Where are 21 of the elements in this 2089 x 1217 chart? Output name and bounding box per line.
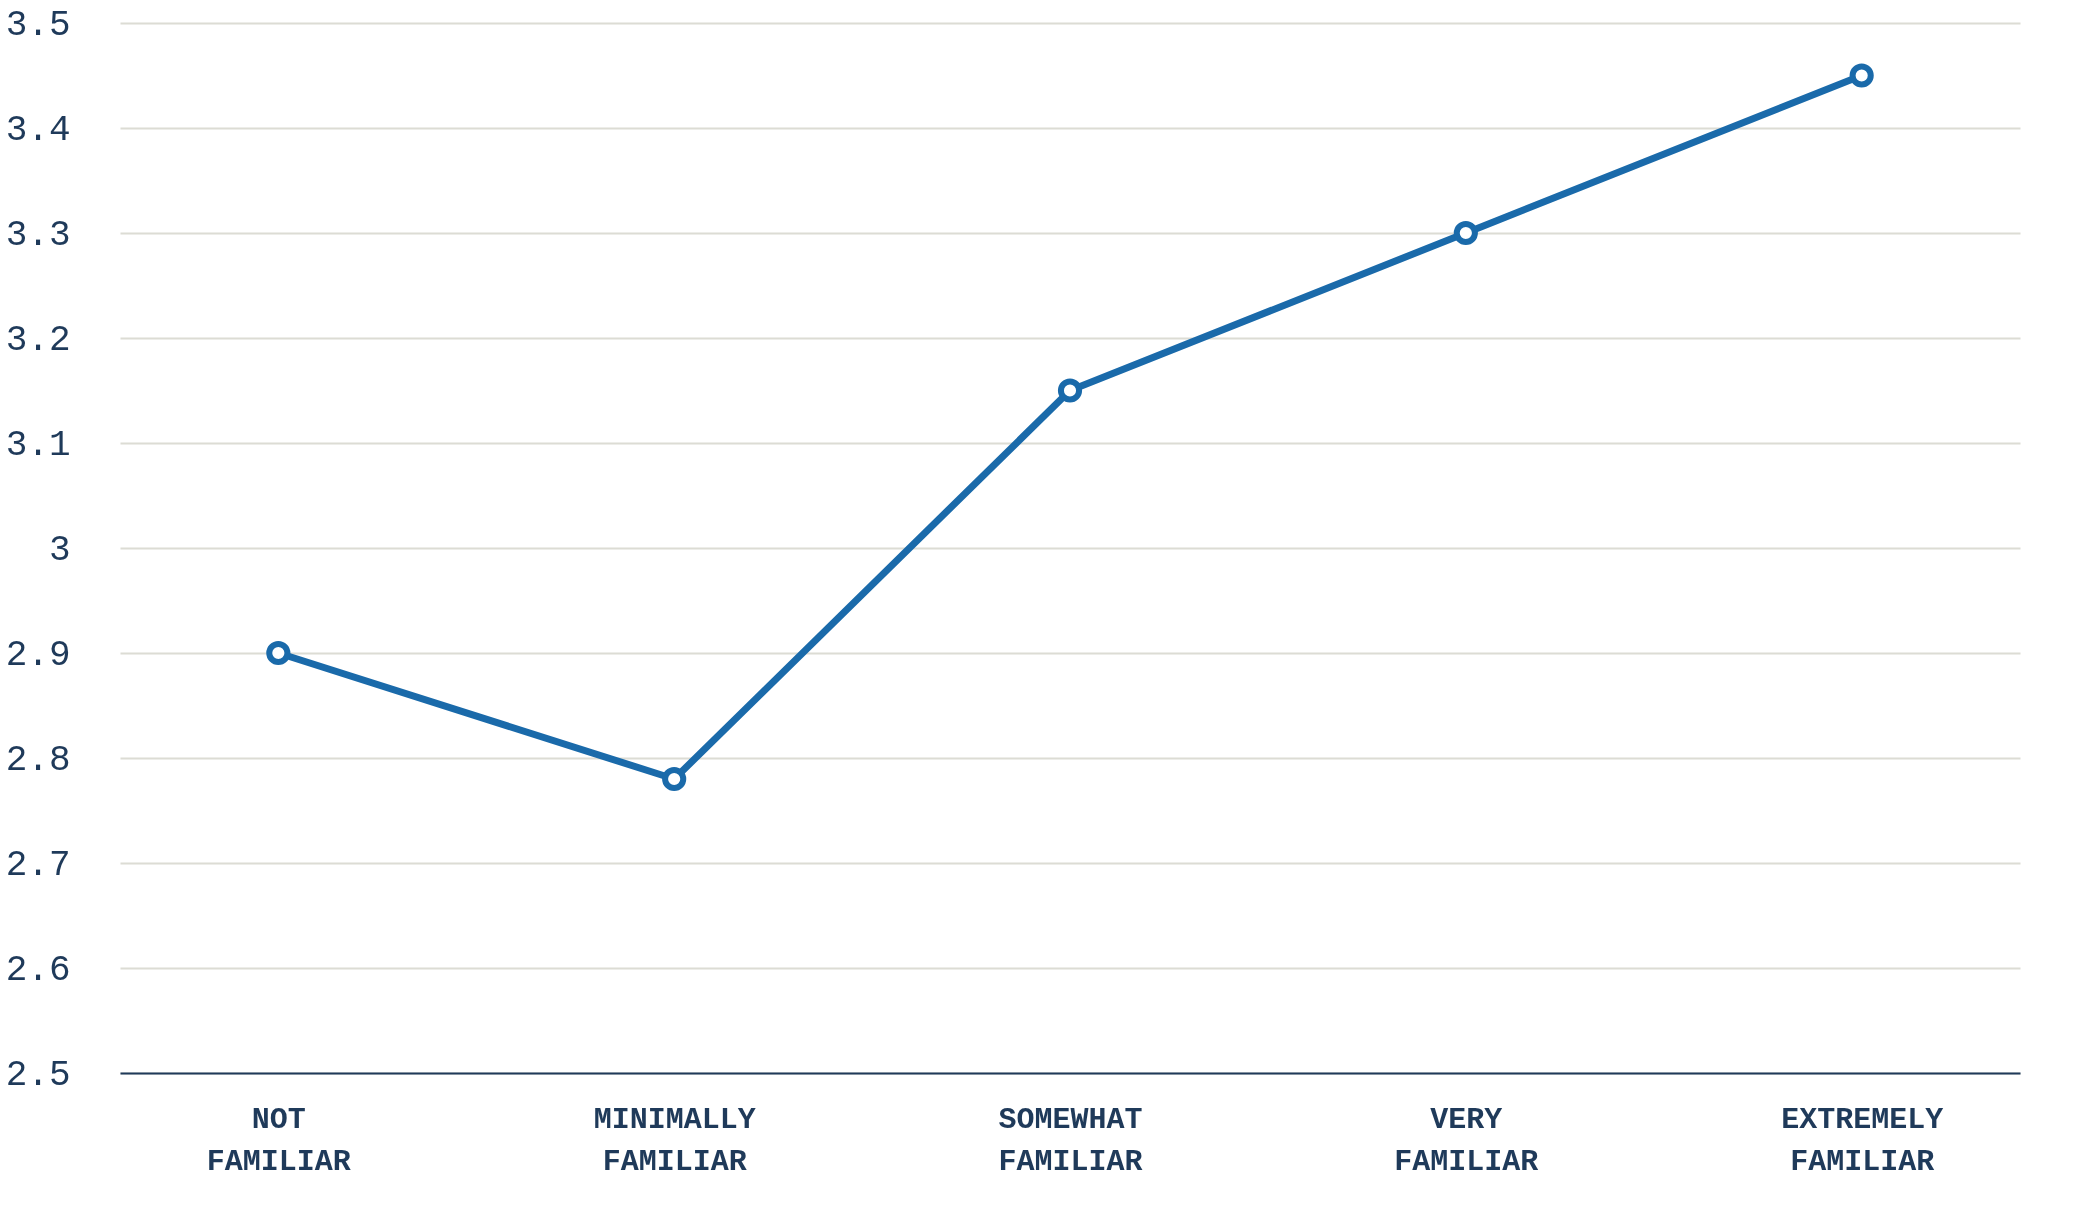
x-tick-label: VERY FAMILIAR [1394,1102,1539,1179]
y-tick-label: 3.4 [5,109,71,151]
x-tick-label: MINIMALLY FAMILIAR [593,1102,756,1179]
y-tick-label: 3.3 [5,214,71,256]
y-tick-label: 3.2 [5,319,71,361]
y-tick-label: 3.5 [5,4,71,46]
y-tick-label: 2.5 [5,1054,71,1096]
x-tick-label: NOT FAMILIAR [206,1102,351,1179]
y-tick-label: 3.1 [5,424,71,466]
point [266,640,291,666]
y-tick-label: 2.7 [5,844,71,886]
x-tick-label: EXTREMELY FAMILIAR [1781,1102,1944,1179]
point [1453,220,1478,246]
y-tick-label: 3 [48,529,71,571]
x-tick-label: SOMEWHAT FAMILIAR [998,1102,1143,1179]
point [1057,378,1083,403]
y-tick-label: 2.8 [5,739,71,781]
point [1849,63,1874,88]
point [662,766,687,792]
y-tick-label: 2.9 [5,634,71,676]
y-tick-label: 2.6 [5,949,71,991]
